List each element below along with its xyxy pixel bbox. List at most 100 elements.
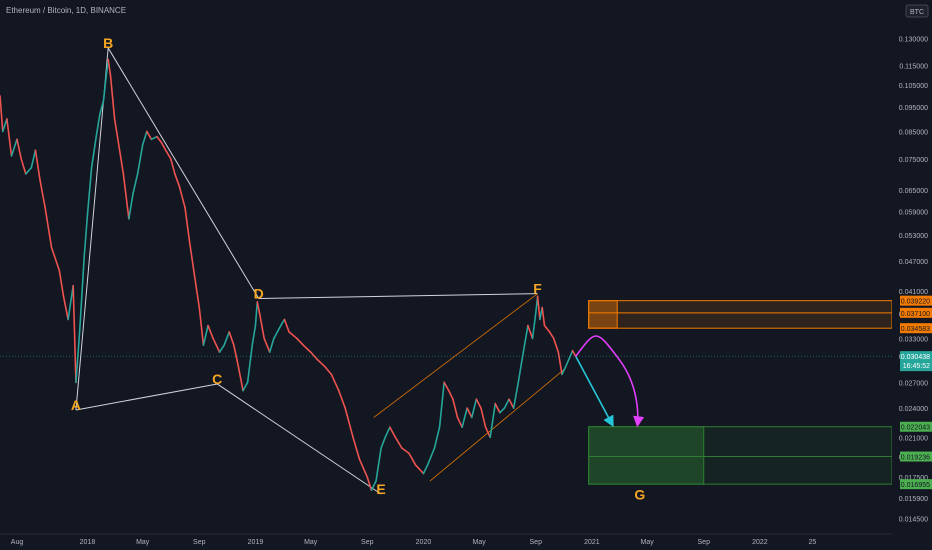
price-segment [105,58,109,80]
price-segment [375,447,382,482]
price-segment [522,324,529,353]
price-segment [564,358,570,368]
price-segment [58,269,65,298]
pattern-line-1 [107,47,260,299]
time-tick-label: May [136,539,150,546]
price-segment [198,306,205,346]
time-tick-label: 2022 [752,539,768,546]
price-tick-label: 0.059000 [899,209,928,216]
price-segment [380,436,387,449]
price-segment [1,118,8,133]
pattern-line-3 [75,383,218,411]
zone-price-tag-label: 0.019236 [901,455,930,462]
price-axis[interactable]: 0.130000 0.115000 0.105000 0.095000 0.085000… [892,0,932,550]
price-segment [296,337,305,346]
price-tick-label: 0.115000 [899,63,928,70]
channel-line-0 [373,293,538,418]
price-segment [422,464,429,475]
wave-label-d: D [254,286,264,302]
price-segment [164,149,172,160]
price-tick-label: 0.021000 [899,435,928,442]
price-segment [228,331,235,346]
price-segment [489,402,497,439]
price-segment [169,158,176,175]
price-segment [552,337,560,353]
price-segment [288,331,298,340]
price-segment [475,398,482,409]
price-segment [324,365,333,376]
price-segment [95,113,101,138]
price-tick-label: 0.017500 [899,475,928,482]
price-segment [283,318,290,333]
price-segment [141,130,148,146]
price-tick-label: 0.047000 [899,259,928,266]
price-segment [561,365,567,376]
price-segment [316,358,326,368]
wave-label-g: G [634,487,645,503]
pattern-line-0 [75,47,109,410]
zone-price-tag-label: 0.034583 [901,326,930,333]
zone-price-tag [900,295,932,306]
price-segment [268,337,275,353]
price-segment [389,426,397,439]
currency-badge[interactable]: BTC [910,9,924,16]
zone-price-tag-label: 0.016955 [901,482,930,489]
price-tick-label: 0.015900 [899,496,928,503]
price-tick-label: 0.130000 [899,36,928,43]
wave-label-a: A [71,397,81,413]
price-segment [6,118,13,157]
price-segment [246,344,254,384]
price-segment [541,306,546,327]
price-segment [128,192,134,220]
price-segment [192,269,201,309]
price-segment [263,337,271,353]
price-segment [499,407,506,414]
price-segment [503,398,510,409]
price-segment [337,389,347,409]
price-segment [212,337,221,353]
time-tick-label: 2019 [248,539,264,546]
time-tick-label: Sep [193,539,206,546]
price-segment [394,436,403,449]
price-segment [223,331,231,346]
time-tick-label: May [473,539,487,546]
price-segment [401,447,410,455]
price-segment [117,143,125,175]
zone-price-tag-label: 0.039220 [901,299,930,306]
price-segment [344,407,354,439]
chart-title: Ethereum / Bitcoin, 1D, BINANCE [6,6,126,15]
price-segment [184,206,190,240]
zone-price-tag-label: 0.022043 [901,425,930,432]
zone-target [588,426,893,485]
current-price-countdown: 16:45:52 [903,363,930,370]
price-segment [122,173,130,220]
price-segment [279,318,286,327]
time-tick-label: 25 [808,539,816,546]
price-segment [508,398,515,409]
price-segment [258,312,265,340]
zone-price-tag [900,479,932,490]
price-segment [330,373,340,392]
price-segment [443,381,450,392]
time-axis[interactable]: Aug 2018 May Sep 2019 May Sep 2020 May Sep 2021 May… [0,533,892,546]
price-segment [527,324,534,340]
time-tick-label: May [304,539,318,546]
projection-arrow-1 [575,335,645,428]
zones-layer [588,300,893,485]
currency-badge-box[interactable] [905,4,929,18]
price-segment [531,312,537,340]
price-segment [34,149,41,182]
pattern-line-2 [258,293,538,300]
price-segment [188,238,195,272]
time-tick-label: Sep [698,539,711,546]
projection-layer [575,335,645,428]
price-tick-label: 0.095000 [899,105,928,112]
zone-resistance [588,300,893,329]
time-tick-label: Sep [361,539,374,546]
price-segment [20,158,27,175]
price-segment [358,458,369,479]
price-segment [132,173,139,195]
price-segment [438,381,445,428]
